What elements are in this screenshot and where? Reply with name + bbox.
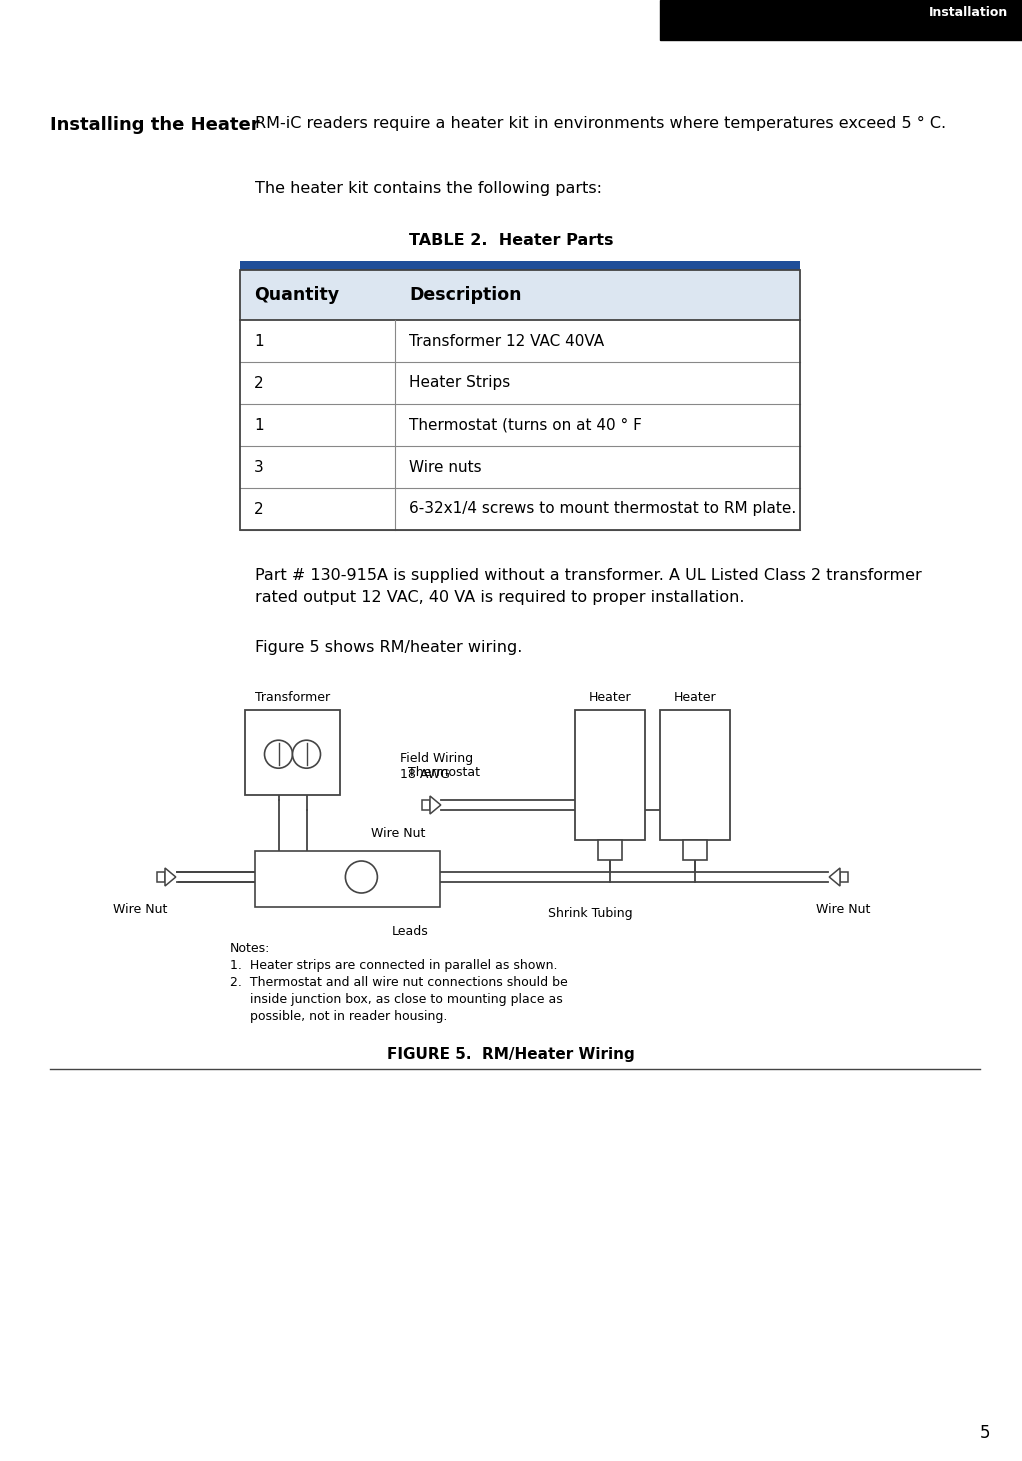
Bar (660, 0, 1022, 39)
Bar (240, 320, 800, 362)
Bar (660, 710, 730, 840)
Text: 1: 1 (254, 333, 264, 349)
Polygon shape (430, 796, 440, 814)
Circle shape (292, 741, 321, 768)
Text: FIGURE 5.  RM/Heater Wiring: FIGURE 5. RM/Heater Wiring (387, 1048, 635, 1062)
Text: 1.  Heater strips are connected in parallel as shown.: 1. Heater strips are connected in parall… (230, 958, 557, 972)
Bar (683, 840, 707, 861)
Text: 2.  Thermostat and all wire nut connections should be: 2. Thermostat and all wire nut connectio… (230, 976, 568, 989)
Bar (240, 262, 800, 270)
Bar (240, 362, 800, 405)
Bar (157, 872, 165, 882)
Polygon shape (829, 868, 840, 885)
Text: 5: 5 (980, 1424, 990, 1442)
Text: Leads: Leads (391, 925, 428, 938)
Text: Heater Strips: Heater Strips (409, 375, 510, 390)
Text: 3: 3 (254, 460, 264, 475)
Text: Wire nuts: Wire nuts (409, 460, 481, 475)
Polygon shape (165, 868, 176, 885)
Text: 2: 2 (254, 375, 264, 390)
Bar (245, 710, 340, 795)
Text: The heater kit contains the following parts:: The heater kit contains the following pa… (256, 181, 602, 196)
Text: possible, not in reader housing.: possible, not in reader housing. (230, 1010, 448, 1023)
Bar (256, 850, 440, 907)
Text: 6-32x1/4 screws to mount thermostat to RM plate.: 6-32x1/4 screws to mount thermostat to R… (409, 501, 796, 517)
Bar (240, 446, 800, 488)
Text: Installing the Heater: Installing the Heater (50, 115, 260, 134)
Bar (598, 840, 622, 861)
Text: Wire Nut: Wire Nut (112, 903, 168, 916)
Text: Wire Nut: Wire Nut (816, 903, 870, 916)
Text: Notes:: Notes: (230, 942, 271, 955)
Text: Thermostat: Thermostat (408, 766, 480, 779)
Bar (240, 270, 800, 320)
Bar (840, 872, 848, 882)
Bar (240, 488, 800, 530)
Text: 18 AWG: 18 AWG (400, 768, 450, 782)
Text: Thermostat (turns on at 40 ° F: Thermostat (turns on at 40 ° F (409, 418, 642, 432)
Circle shape (345, 861, 377, 893)
Text: Shrink Tubing: Shrink Tubing (548, 907, 633, 920)
Bar (240, 270, 800, 530)
Text: rated output 12 VAC, 40 VA is required to proper installation.: rated output 12 VAC, 40 VA is required t… (256, 590, 744, 605)
Bar (240, 405, 800, 446)
Text: Part # 130-915A is supplied without a transformer. A UL Listed Class 2 transform: Part # 130-915A is supplied without a tr… (256, 568, 922, 583)
Text: Transformer: Transformer (254, 691, 330, 704)
Text: Heater: Heater (673, 691, 716, 704)
Text: inside junction box, as close to mounting place as: inside junction box, as close to mountin… (230, 993, 563, 1007)
Text: Field Wiring: Field Wiring (400, 752, 473, 766)
Bar (422, 801, 430, 809)
Text: Transformer 12 VAC 40VA: Transformer 12 VAC 40VA (409, 333, 604, 349)
Text: Installation: Installation (929, 6, 1008, 19)
Text: 1: 1 (254, 418, 264, 432)
Text: TABLE 2.  Heater Parts: TABLE 2. Heater Parts (409, 232, 613, 248)
Text: Quantity: Quantity (254, 286, 339, 304)
Text: Heater: Heater (589, 691, 632, 704)
Text: Description: Description (409, 286, 521, 304)
Bar (575, 710, 645, 840)
Circle shape (265, 741, 292, 768)
Text: 2: 2 (254, 501, 264, 517)
Text: Wire Nut: Wire Nut (371, 827, 425, 840)
Text: RM-iC readers require a heater kit in environments where temperatures exceed 5 °: RM-iC readers require a heater kit in en… (256, 115, 946, 131)
Text: Figure 5 shows RM/heater wiring.: Figure 5 shows RM/heater wiring. (256, 640, 522, 655)
